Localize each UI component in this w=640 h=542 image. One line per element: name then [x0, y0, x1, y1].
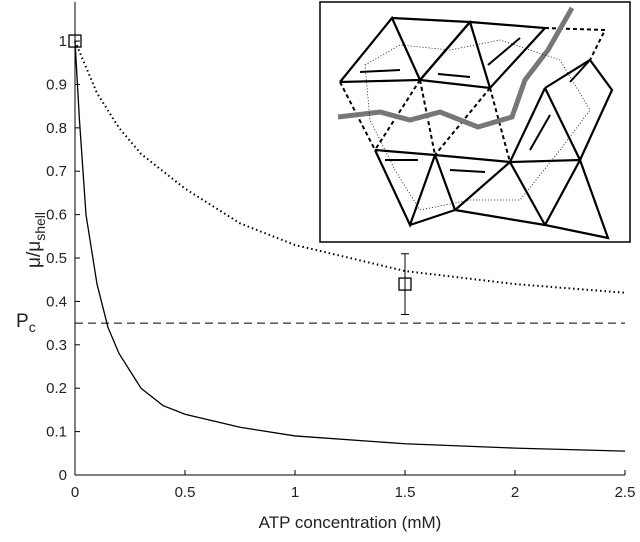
- y-tick-label: 0.4: [46, 293, 67, 310]
- y-tick-label: 0.2: [46, 380, 67, 397]
- curve: [74, 41, 626, 452]
- threshold-label: Pc: [16, 311, 36, 335]
- y-tick-label: 0.6: [46, 207, 67, 224]
- y-axis-label: μ/μshell: [24, 212, 48, 268]
- y-tick-label: 1: [59, 33, 67, 50]
- x-tick-label: 2.5: [615, 484, 636, 501]
- y-tick-label: 0.9: [46, 76, 67, 93]
- x-tick-label: 1: [291, 484, 299, 501]
- threshold-label-sub: c: [29, 319, 36, 335]
- y-tick-label: 0.7: [46, 163, 67, 180]
- y-tick-label: 0.1: [46, 424, 67, 441]
- y-tick-label: 0.5: [46, 250, 67, 267]
- y-tick-label: 0.3: [46, 337, 67, 354]
- y-label-main: μ/μ: [24, 241, 45, 268]
- x-tick-label: 0.5: [175, 484, 196, 501]
- data-point: [398, 277, 412, 291]
- y-tick-label: 0: [59, 467, 67, 484]
- x-tick-label: 1.5: [395, 484, 416, 501]
- data-point: [68, 34, 82, 48]
- x-tick-label: 2: [511, 484, 519, 501]
- x-axis-label: ATP concentration (mM): [259, 513, 442, 532]
- y-label-sub: shell: [32, 212, 48, 241]
- y-tick-label: 0.8: [46, 120, 67, 137]
- x-tick-label: 0: [71, 484, 79, 501]
- inset-diagram: [319, 1, 631, 243]
- threshold-label-main: P: [16, 311, 29, 332]
- error-bar: [401, 253, 409, 315]
